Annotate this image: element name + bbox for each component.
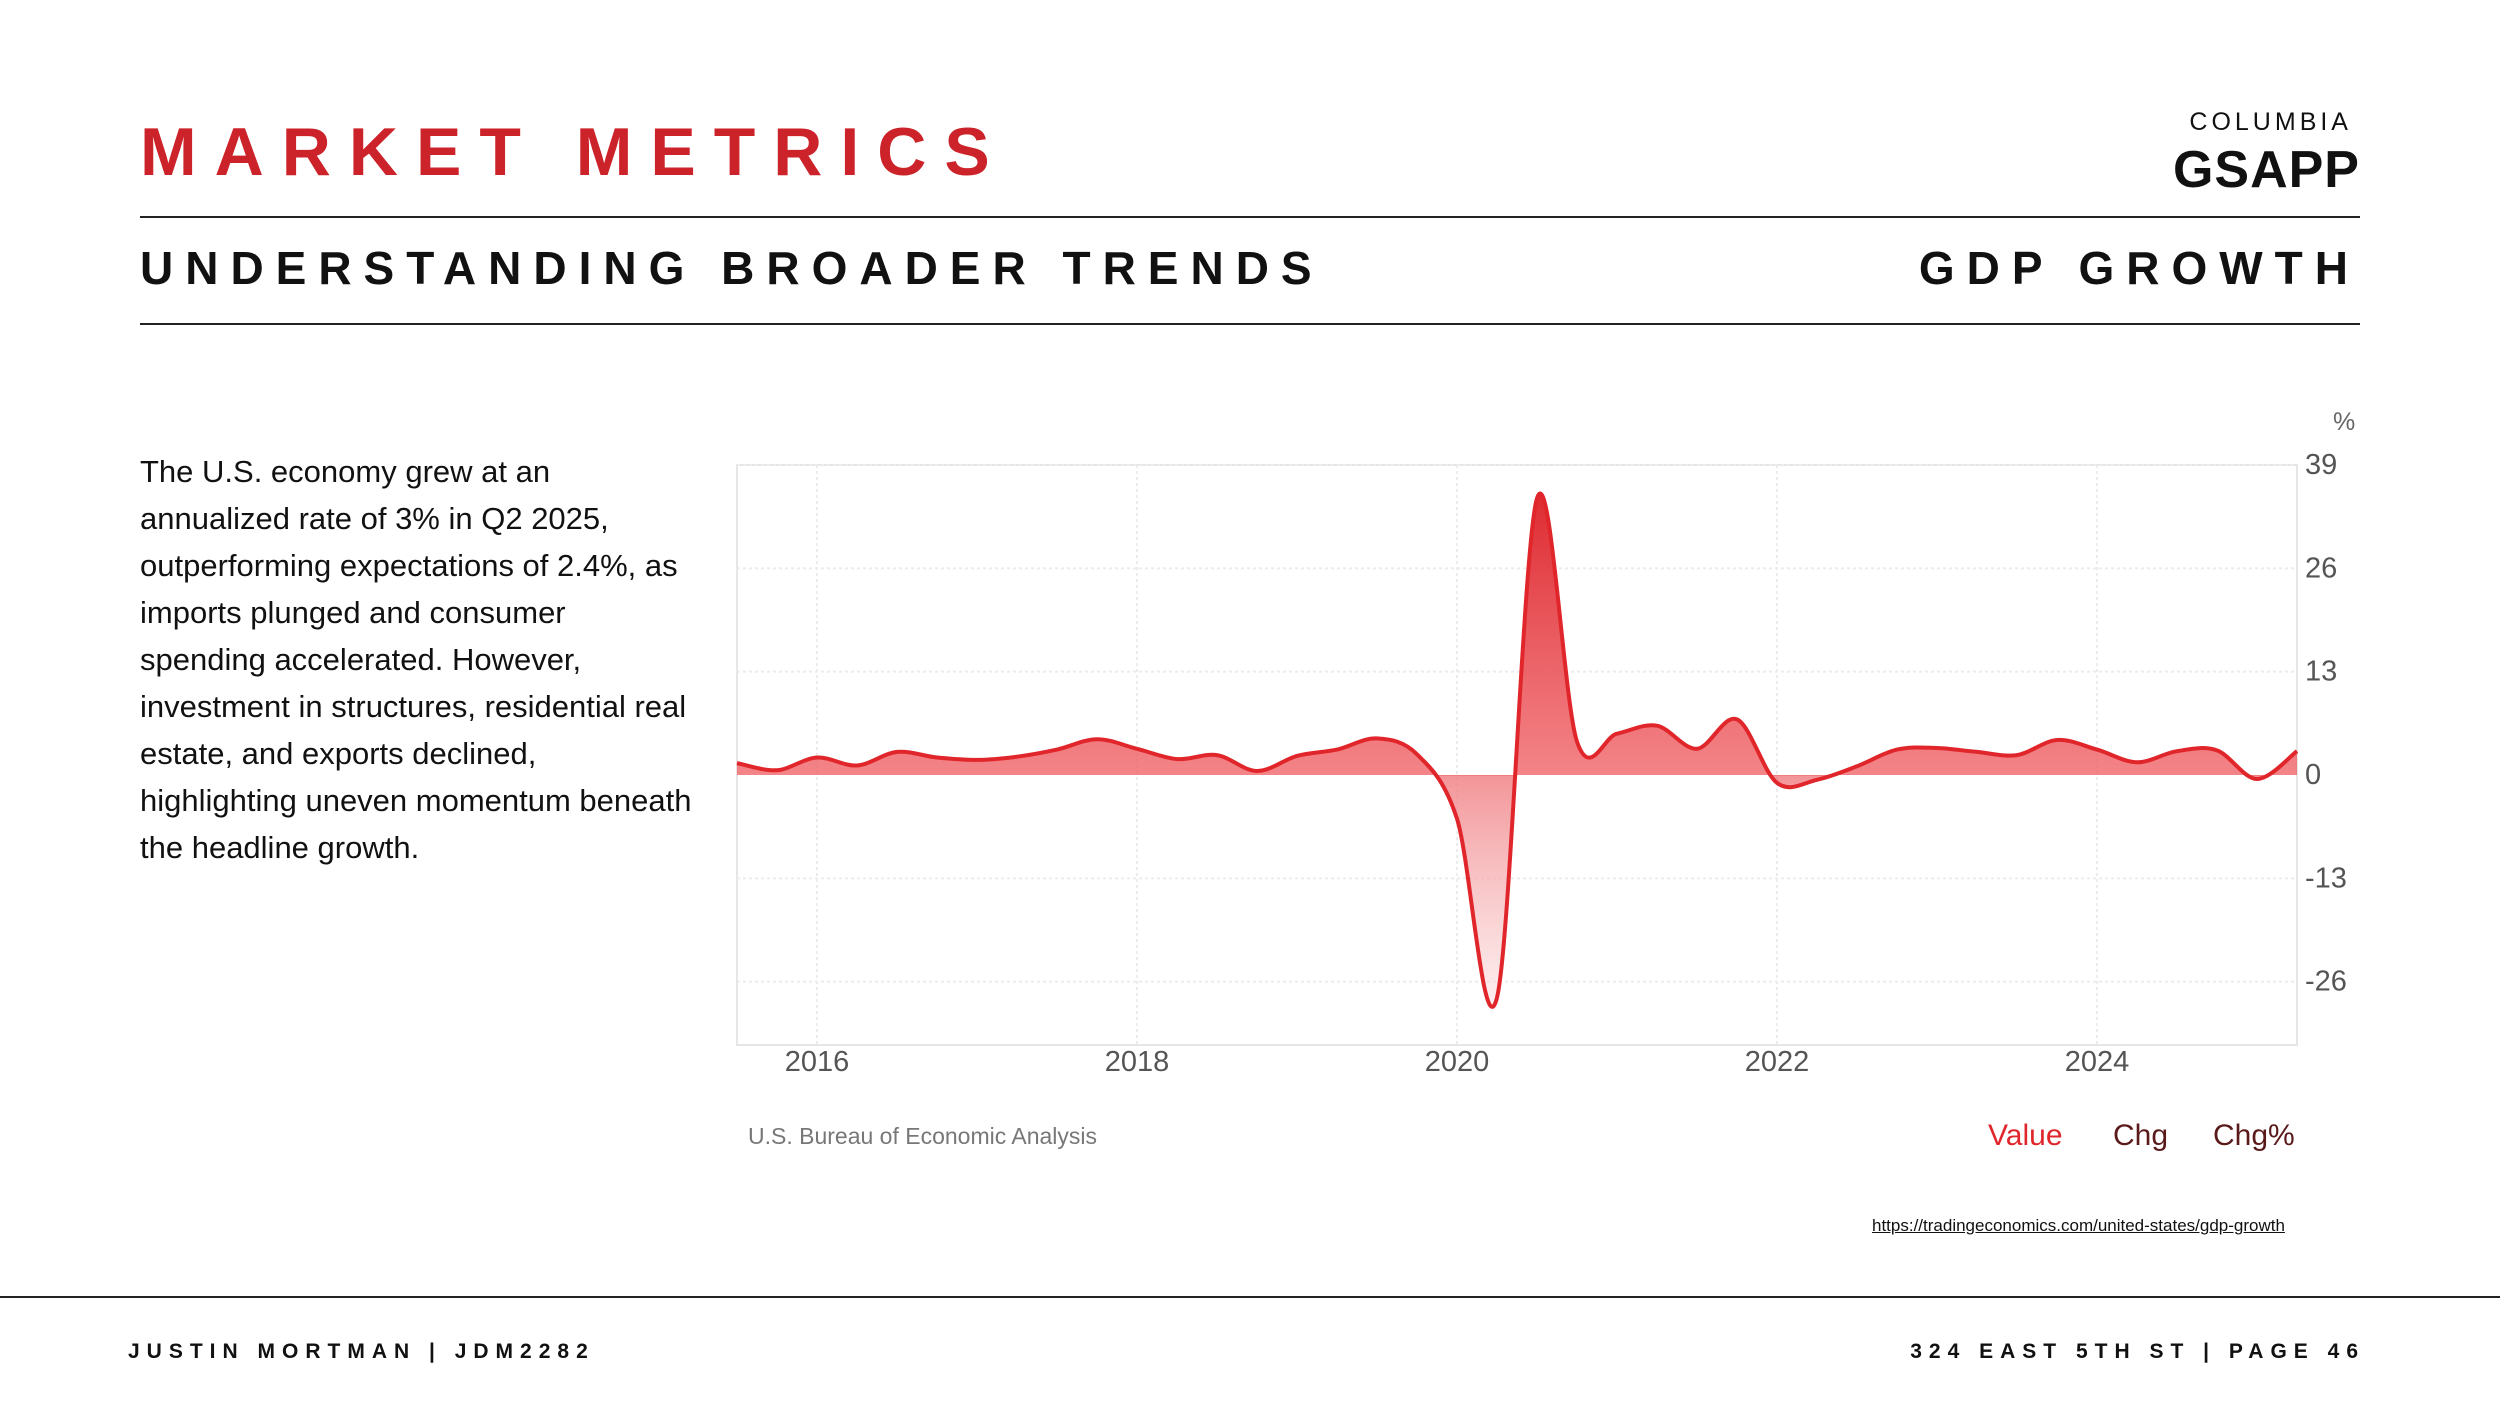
data-point <box>1856 765 1859 768</box>
y-tick-label: 39 <box>2305 449 2337 481</box>
data-point <box>1896 748 1899 751</box>
x-axis-ticks: 2016 2018 2020 2022 2024 <box>785 1046 2130 1078</box>
data-point <box>2216 749 2219 752</box>
x-tick-label: 2016 <box>785 1046 850 1078</box>
source-link[interactable]: https://tradingeconomics.com/united-stat… <box>1872 1216 2285 1235</box>
data-point <box>776 769 779 772</box>
data-point <box>856 764 859 767</box>
data-point <box>1976 750 1979 753</box>
data-point <box>1696 747 1699 750</box>
data-point <box>976 758 979 761</box>
logo-main-text: GSAPP <box>2172 141 2360 199</box>
data-point <box>736 762 739 765</box>
data-point <box>1016 755 1019 758</box>
footer-page-info: 324 EAST 5TH ST | PAGE 46 <box>1910 1340 2365 1363</box>
data-point <box>1056 748 1059 751</box>
chart-source: U.S. Bureau of Economic Analysis <box>748 1123 1097 1149</box>
section-subtitle: UNDERSTANDING BROADER TRENDS <box>140 242 1324 294</box>
data-point <box>1936 747 1939 750</box>
data-point <box>1216 754 1219 757</box>
logo-top-text: COLUMBIA <box>2189 108 2352 136</box>
columbia-gsapp-logo: COLUMBIA GSAPP <box>2150 104 2360 199</box>
x-tick-label: 2018 <box>1105 1046 1170 1078</box>
data-point <box>1776 781 1779 784</box>
y-tick-label: 13 <box>2305 656 2337 688</box>
data-point <box>1256 770 1259 773</box>
data-point <box>1296 754 1299 757</box>
y-axis-unit: % <box>2333 408 2355 436</box>
data-point <box>2176 750 2179 753</box>
data-point <box>1416 753 1419 756</box>
data-point <box>1376 737 1379 740</box>
series-line <box>736 491 2299 1009</box>
data-point <box>2256 778 2259 781</box>
data-point <box>1336 748 1339 751</box>
tab-chg[interactable]: Chg <box>2113 1119 2168 1152</box>
chart-line-layer <box>736 491 2299 1009</box>
data-point <box>2056 739 2059 742</box>
y-tick-label: 0 <box>2305 759 2321 791</box>
data-point <box>1576 740 1579 743</box>
data-point <box>1816 778 1819 781</box>
y-tick-label: -13 <box>2305 862 2347 894</box>
footer-author: JUSTIN MORTMAN | JDM2282 <box>128 1340 595 1363</box>
summary-paragraph: The U.S. economy grew at an annualized r… <box>140 454 692 865</box>
data-point <box>1096 738 1099 741</box>
data-point <box>1456 817 1459 820</box>
tab-value[interactable]: Value <box>1988 1119 2063 1152</box>
data-point <box>1736 718 1739 721</box>
x-tick-label: 2022 <box>1745 1046 1810 1078</box>
data-point <box>2016 754 2019 757</box>
data-point <box>896 750 899 753</box>
data-point <box>1176 758 1179 761</box>
data-point <box>1616 732 1619 735</box>
data-point <box>816 756 819 759</box>
data-point <box>1496 996 1499 999</box>
data-point <box>2136 761 2139 764</box>
data-point <box>1656 724 1659 727</box>
data-point <box>2296 750 2299 753</box>
y-axis-ticks: 39 26 13 0 -13 -26 <box>2305 449 2347 998</box>
data-point <box>1536 497 1539 500</box>
data-point <box>1136 747 1139 750</box>
y-tick-label: 26 <box>2305 552 2337 584</box>
x-tick-label: 2020 <box>1425 1046 1490 1078</box>
data-point <box>2096 748 2099 751</box>
header-divider-bottom <box>140 323 2360 325</box>
data-point <box>936 756 939 759</box>
y-tick-label: -26 <box>2305 966 2347 998</box>
x-tick-label: 2024 <box>2065 1046 2130 1078</box>
footer-divider <box>0 1296 2500 1298</box>
page-title: MARKET METRICS <box>140 114 1008 190</box>
chart-heading: GDP GROWTH <box>1918 242 2360 294</box>
header-divider-top <box>140 216 2360 218</box>
tab-chg-percent[interactable]: Chg% <box>2213 1119 2295 1152</box>
